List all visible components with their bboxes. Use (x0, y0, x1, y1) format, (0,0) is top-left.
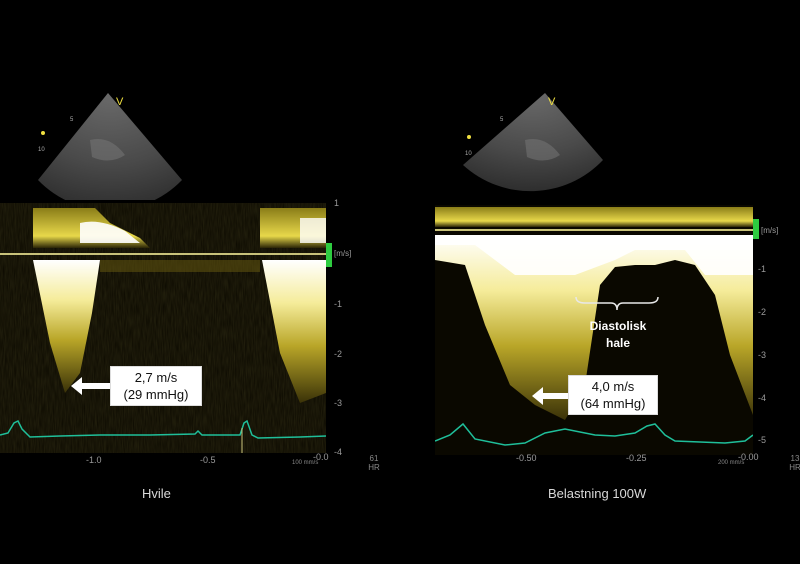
rest-panel: V 5 10 1 [m/s] -1 -2 -3 -4 -1.0 -0 (0, 93, 380, 501)
rest-heart-rate: 61 HR (368, 454, 380, 472)
rest-sweep-speed: 100 mm/s (292, 460, 319, 466)
stress-heart-rate: 13 HR (789, 454, 800, 472)
stress-time-tick-0: -0.50 (516, 453, 537, 463)
rest-vel-tick-1: -1 (334, 299, 343, 309)
svg-text:10: 10 (38, 147, 45, 153)
svg-text:5: 5 (500, 117, 504, 123)
stress-vel-tick-4: -5 (758, 435, 767, 445)
rest-baseline-marker[interactable] (326, 243, 332, 267)
stress-panel: V 5 10 [m/s] -1 -2 -3 -4 -5 -0.50 -0.25 … (400, 0, 800, 564)
ultrasound-sector-image: V 5 10 (38, 93, 182, 200)
rest-time-tick-1: -0.5 (200, 455, 216, 465)
svg-text:5: 5 (70, 117, 74, 123)
svg-text:10: 10 (465, 151, 472, 157)
stress-time-tick-1: -0.25 (626, 453, 647, 463)
stress-baseline-marker[interactable] (753, 219, 759, 239)
stress-sweep-speed: 200 mm/s (718, 460, 745, 466)
stress-vel-tick-3: -4 (758, 393, 767, 403)
diastolic-tail-label: Diastolisk hale (589, 319, 647, 350)
stress-ecg-trace (435, 422, 753, 446)
diastolic-tail-brace (575, 296, 659, 311)
stress-caption: Belastning 100W (548, 486, 647, 501)
rest-vel-tick-3: -3 (334, 398, 343, 408)
rest-vel-tick-4: -4 (334, 447, 343, 457)
stress-vel-tick-1: -2 (758, 307, 767, 317)
rest-velocity-unit: [m/s] (334, 249, 352, 258)
sector-marker-v: V (116, 96, 124, 108)
stress-vel-tick-2: -3 (758, 350, 767, 360)
rest-doppler-spectrum (0, 203, 326, 453)
stress-callout-arrow (532, 387, 570, 405)
rest-ecg-trace (0, 419, 326, 439)
rest-vel-tick-2: -2 (334, 349, 343, 359)
rest-caption: Hvile (142, 486, 171, 501)
rest-time-tick-2: -0.0 (313, 452, 329, 462)
stress-velocity-unit: [m/s] (761, 226, 779, 235)
stress-vel-tick-0: -1 (758, 264, 767, 274)
rest-vel-tick-0: 1 (334, 198, 340, 208)
ultrasound-sector-image: V 5 10 (463, 93, 603, 192)
rest-time-tick-0: -1.0 (86, 455, 102, 465)
stress-baseline (435, 229, 753, 231)
stress-time-tick-2: -0.00 (738, 452, 759, 462)
sector-marker-v: V (548, 96, 556, 108)
rest-peak-velocity-callout: 2,7 m/s (29 mmHg) (110, 366, 202, 406)
stress-peak-velocity-callout: 4,0 m/s (64 mmHg) (568, 375, 658, 415)
rest-baseline (0, 253, 326, 255)
rest-callout-arrow (71, 377, 111, 395)
